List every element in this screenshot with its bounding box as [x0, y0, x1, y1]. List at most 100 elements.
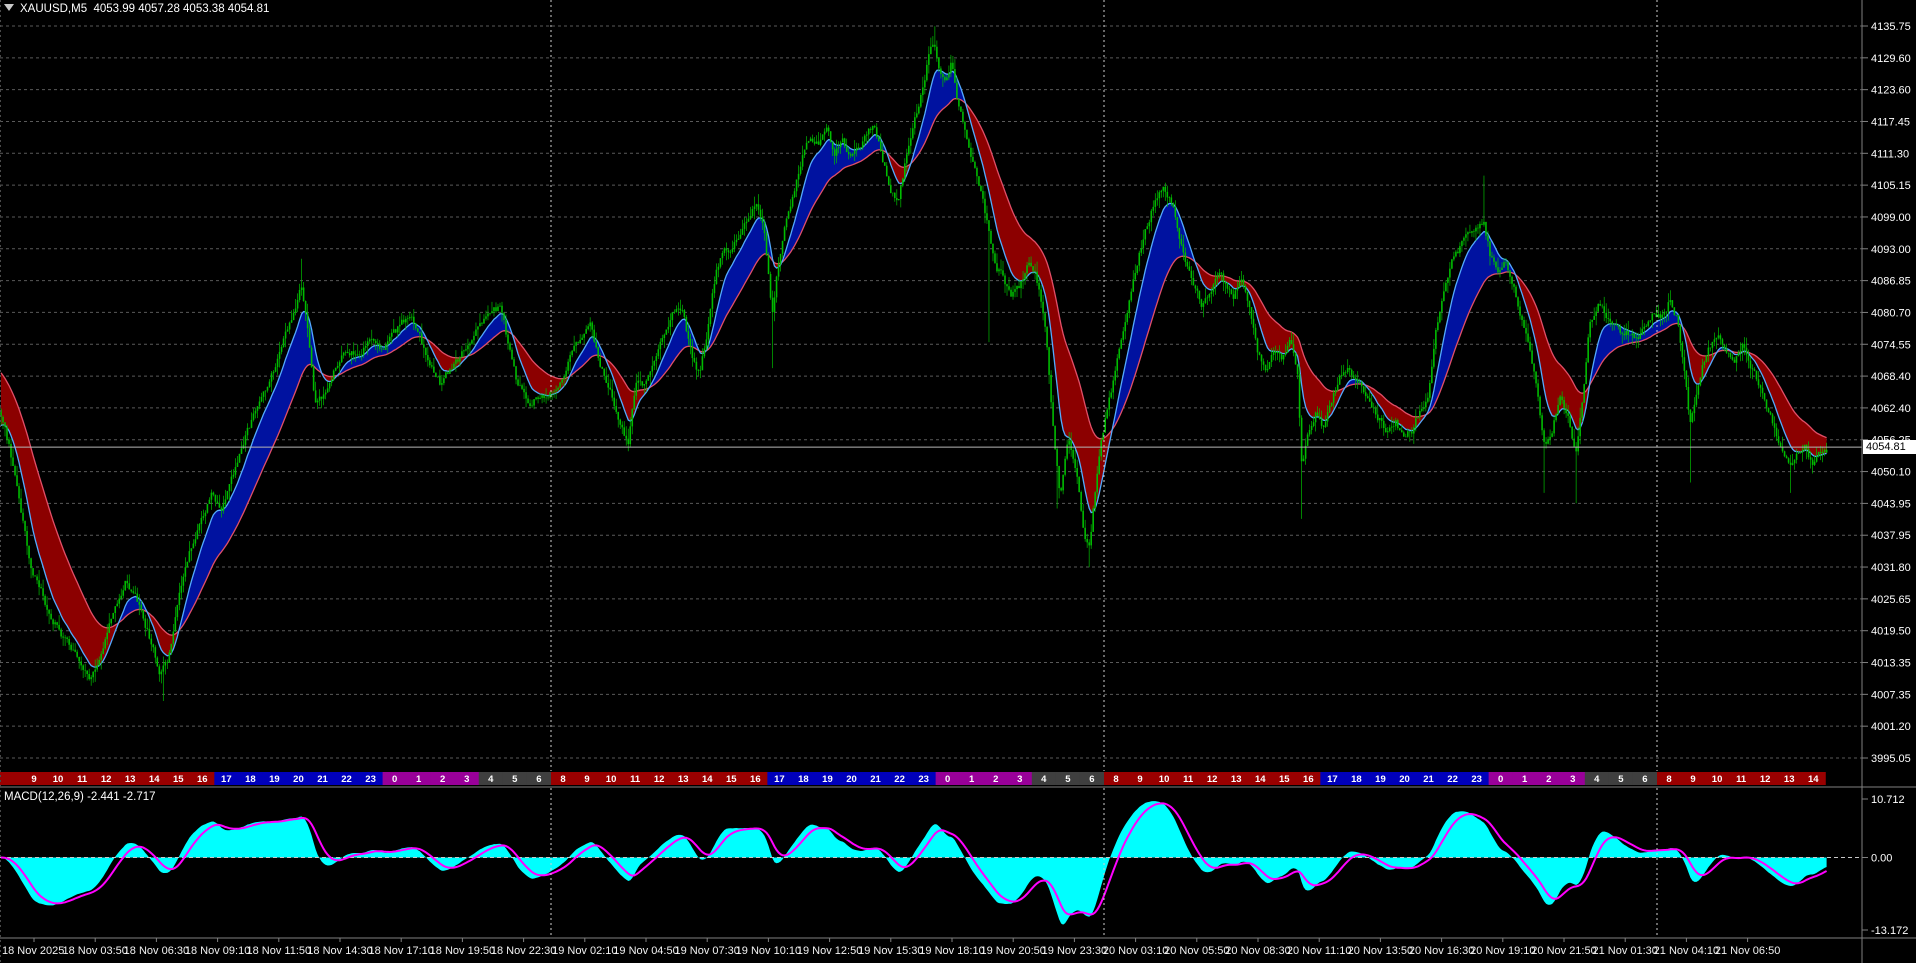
price-axis-label: 4105.15 — [1871, 180, 1911, 192]
session-hour-label: 2 — [440, 774, 445, 785]
time-axis-label: 18 Nov 19:50 — [430, 945, 495, 957]
session-hour-label: 12 — [654, 774, 665, 785]
session-hour-label: 19 — [822, 774, 833, 785]
time-axis-label: 20 Nov 08:30 — [1225, 945, 1290, 957]
macd-label: MACD(12,26,9) — [4, 791, 84, 803]
price-axis-label: 4031.80 — [1871, 562, 1911, 574]
session-hour-label: 9 — [584, 774, 589, 785]
session-hour-label: 3 — [1570, 774, 1575, 785]
session-hour-label: 16 — [1303, 774, 1314, 785]
price-axis-label: 4050.10 — [1871, 467, 1911, 479]
price-axis-label: 4074.55 — [1871, 339, 1911, 351]
session-hour-label: 4 — [1594, 774, 1600, 785]
time-axis-label: 18 Nov 2025 — [2, 945, 64, 957]
time-axis-label: 20 Nov 03:10 — [1103, 945, 1168, 957]
ma-ribbon — [0, 69, 1827, 668]
session-hour-label: 12 — [101, 774, 112, 785]
time-axis-label: 19 Nov 23:30 — [1042, 945, 1107, 957]
session-hour-label: 1 — [969, 774, 975, 785]
price-axis-label: 4025.65 — [1871, 594, 1911, 606]
session-hour-label: 21 — [870, 774, 881, 785]
session-hour-label: 8 — [1113, 774, 1118, 785]
price-axis-label: 4093.00 — [1871, 244, 1911, 256]
price-axis-label: 4068.40 — [1871, 371, 1911, 383]
session-hour-label: 13 — [125, 774, 136, 785]
price-axis-label: 4135.75 — [1871, 21, 1911, 33]
session-hour-label: 18 — [245, 774, 256, 785]
session-hour-label: 6 — [1089, 774, 1094, 785]
time-axis-label: 18 Nov 03:50 — [62, 945, 127, 957]
session-hour-label: 14 — [149, 774, 160, 785]
session-hour-label: 16 — [197, 774, 208, 785]
time-axis-label: 20 Nov 21:50 — [1531, 945, 1596, 957]
session-hour-label: 10 — [1712, 774, 1723, 785]
price-axis-label: 4007.35 — [1871, 689, 1911, 701]
session-hour-label: 13 — [1784, 774, 1795, 785]
time-axis-label: 20 Nov 19:10 — [1470, 945, 1535, 957]
time-axis-label: 18 Nov 11:50 — [246, 945, 311, 957]
current-price-tag: 4054.81 — [1863, 440, 1916, 454]
session-hour-label: 17 — [774, 774, 785, 785]
time-axis-label: 18 Nov 06:30 — [124, 945, 189, 957]
time-axis-label: 19 Nov 02:10 — [552, 945, 617, 957]
time-axis-label: 18 Nov 14:30 — [307, 945, 372, 957]
session-hour-label: 3 — [464, 774, 469, 785]
time-axis-label: 20 Nov 11:10 — [1287, 945, 1352, 957]
time-axis-label: 18 Nov 22:30 — [491, 945, 556, 957]
time-axis-label: 19 Nov 15:30 — [858, 945, 923, 957]
session-hour-label: 12 — [1207, 774, 1218, 785]
session-hour-label: 16 — [750, 774, 761, 785]
macd-axis-label: 0.00 — [1871, 853, 1892, 865]
session-hour-label: 6 — [536, 774, 541, 785]
symbol-timeframe-label: XAUUSD,M5 — [20, 3, 88, 15]
session-hour-label: 1 — [416, 774, 422, 785]
session-hour-label: 9 — [31, 774, 36, 785]
session-hour-label: 13 — [678, 774, 689, 785]
session-hour-label: 10 — [53, 774, 64, 785]
price-axis-label: 4037.95 — [1871, 530, 1911, 542]
macd-header: MACD(12,26,9) -2.441 -2.717 — [4, 791, 156, 804]
session-hour-label: 4 — [1041, 774, 1047, 785]
macd-values: -2.441 -2.717 — [87, 791, 156, 803]
price-axis-label: 4086.85 — [1871, 276, 1911, 288]
session-hour-label: 20 — [1399, 774, 1410, 785]
price-axis-label: 4062.40 — [1871, 403, 1911, 415]
session-hour-label: 17 — [1327, 774, 1338, 785]
session-hour-label: 19 — [269, 774, 280, 785]
session-hour-label: 22 — [894, 774, 905, 785]
session-hour-label: 13 — [1231, 774, 1242, 785]
session-hour-label: 11 — [630, 774, 641, 785]
macd-axis-label: -13.172 — [1871, 925, 1908, 937]
session-hour-label: 11 — [77, 774, 88, 785]
session-hour-label: 20 — [293, 774, 304, 785]
chart-menu-icon[interactable] — [4, 4, 14, 11]
session-hour-label: 18 — [798, 774, 809, 785]
time-axis-label: 20 Nov 16:30 — [1409, 945, 1474, 957]
time-axis-label: 19 Nov 12:50 — [797, 945, 862, 957]
session-hour-label: 5 — [512, 774, 518, 785]
time-axis-label: 19 Nov 10:10 — [736, 945, 801, 957]
session-hour-label: 22 — [1447, 774, 1458, 785]
session-hour-label: 3 — [1017, 774, 1022, 785]
session-hour-label: 8 — [1666, 774, 1671, 785]
session-hour-label: 21 — [1423, 774, 1434, 785]
time-axis-label: 19 Nov 04:50 — [613, 945, 678, 957]
session-hour-label: 17 — [221, 774, 232, 785]
session-hour-label: 23 — [1471, 774, 1482, 785]
session-hour-label: 0 — [392, 774, 397, 785]
session-hour-label: 2 — [1546, 774, 1551, 785]
time-axis-label: 20 Nov 13:50 — [1348, 945, 1413, 957]
session-hour-label: 6 — [1642, 774, 1647, 785]
time-axis-label: 21 Nov 04:10 — [1654, 945, 1719, 957]
session-hour-label: 14 — [1255, 774, 1266, 785]
time-axis-label: 19 Nov 20:50 — [980, 945, 1045, 957]
price-axis-label: 4123.60 — [1871, 85, 1911, 97]
macd-axis-label: 10.712 — [1871, 794, 1905, 806]
price-axis-label: 4013.35 — [1871, 658, 1911, 670]
session-hour-label: 9 — [1690, 774, 1695, 785]
price-axis-label: 4019.50 — [1871, 626, 1911, 638]
price-axis-label: 4099.00 — [1871, 212, 1911, 224]
